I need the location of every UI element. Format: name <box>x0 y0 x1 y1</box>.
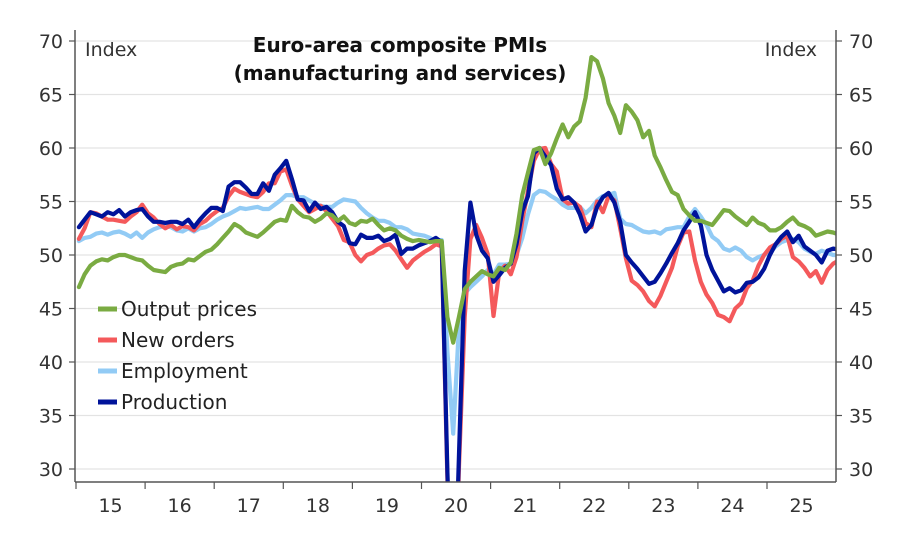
left-y-tick-label: 45 <box>39 299 63 321</box>
right-y-tick-label: 55 <box>849 192 873 214</box>
chart-subtitle: (manufacturing and services) <box>234 61 567 85</box>
series-line-production <box>76 145 836 482</box>
left-y-tick-label: 50 <box>39 245 63 267</box>
x-tick-label: 23 <box>651 495 675 517</box>
series-line-output-prices <box>76 54 836 345</box>
left-unit-label: Index <box>85 39 137 61</box>
right-y-tick-label: 60 <box>849 138 873 160</box>
left-y-tick-label: 35 <box>39 406 63 428</box>
legend-label: Production <box>121 390 227 414</box>
x-tick-label: 16 <box>168 495 192 517</box>
x-tick-label: 18 <box>306 495 330 517</box>
x-tick-label: 17 <box>237 495 261 517</box>
x-tick-labels: 15 16 17 18 19 20 21 22 23 24 25 <box>75 482 814 517</box>
right-y-tick-label: 40 <box>849 352 873 374</box>
series-lines <box>76 54 836 482</box>
legend: Output prices New orders Employment Product… <box>98 297 257 414</box>
series-line-new-orders <box>76 145 836 482</box>
chart-title: Euro-area composite PMIs <box>253 33 547 57</box>
axes <box>74 30 837 483</box>
right-y-tick-label: 65 <box>849 85 873 107</box>
left-y-tick-labels: 30 35 40 45 50 55 60 65 70 <box>39 31 75 481</box>
legend-label: Output prices <box>121 297 257 321</box>
right-y-tick-label: 50 <box>849 245 873 267</box>
x-tick-label: 15 <box>98 495 122 517</box>
right-y-tick-label: 35 <box>849 406 873 428</box>
legend-label: New orders <box>121 328 235 352</box>
x-tick-label: 21 <box>513 495 537 517</box>
x-tick-label: 25 <box>789 495 813 517</box>
left-y-tick-label: 40 <box>39 352 63 374</box>
left-y-tick-label: 55 <box>39 192 63 214</box>
right-y-tick-label: 45 <box>849 299 873 321</box>
legend-label: Employment <box>121 359 248 383</box>
x-tick-label: 19 <box>375 495 399 517</box>
right-y-tick-label: 30 <box>849 459 873 481</box>
right-unit-label: Index <box>765 39 817 61</box>
x-tick-label: 24 <box>720 495 744 517</box>
x-tick-label: 22 <box>582 495 606 517</box>
right-y-tick-labels: 30 35 40 45 50 55 60 65 70 <box>836 31 873 481</box>
left-y-tick-label: 65 <box>39 85 63 107</box>
right-y-tick-label: 70 <box>849 31 873 53</box>
left-y-tick-label: 60 <box>39 138 63 160</box>
left-y-tick-label: 30 <box>39 459 63 481</box>
x-tick-label: 20 <box>444 495 468 517</box>
left-y-tick-label: 70 <box>39 31 63 53</box>
